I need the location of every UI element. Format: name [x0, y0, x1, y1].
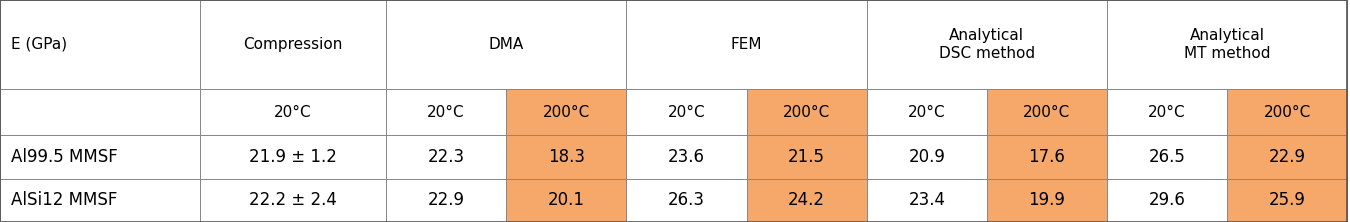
Bar [1227, 135, 1347, 179]
Text: 20°C: 20°C [428, 105, 464, 120]
Bar [867, 0, 1107, 89]
Bar [506, 89, 626, 135]
Text: 23.6: 23.6 [668, 148, 705, 166]
Text: Analytical
MT method: Analytical MT method [1184, 28, 1270, 61]
Text: 20.9: 20.9 [909, 148, 945, 166]
Text: 25.9: 25.9 [1269, 191, 1305, 209]
Bar [506, 135, 626, 179]
Bar [747, 89, 867, 135]
Text: 19.9: 19.9 [1029, 191, 1065, 209]
Text: 17.6: 17.6 [1029, 148, 1065, 166]
Text: 18.3: 18.3 [548, 148, 585, 166]
Text: FEM: FEM [730, 37, 763, 52]
Text: 21.5: 21.5 [788, 148, 825, 166]
Text: 22.9: 22.9 [428, 191, 464, 209]
Text: 24.2: 24.2 [788, 191, 825, 209]
Bar [1107, 135, 1227, 179]
Text: 21.9 ± 1.2: 21.9 ± 1.2 [248, 148, 338, 166]
Text: Al99.5 MMSF: Al99.5 MMSF [11, 148, 117, 166]
Text: 20°C: 20°C [1149, 105, 1185, 120]
Text: Compression: Compression [243, 37, 343, 52]
Bar [0, 89, 200, 135]
Bar [200, 0, 386, 89]
Text: 22.9: 22.9 [1269, 148, 1305, 166]
Text: 200°C: 200°C [1264, 105, 1311, 120]
Bar [1107, 179, 1227, 222]
Text: Analytical
DSC method: Analytical DSC method [938, 28, 1035, 61]
Bar [626, 135, 747, 179]
Text: 26.3: 26.3 [668, 191, 705, 209]
Bar [386, 0, 626, 89]
Bar [867, 135, 987, 179]
Bar [386, 89, 506, 135]
Bar [626, 0, 867, 89]
Text: 20°C: 20°C [274, 105, 312, 120]
Bar [747, 179, 867, 222]
Bar [200, 89, 386, 135]
Text: AlSi12 MMSF: AlSi12 MMSF [11, 191, 117, 209]
Text: 22.3: 22.3 [428, 148, 464, 166]
Bar [747, 135, 867, 179]
Text: 200°C: 200°C [543, 105, 590, 120]
Text: DMA: DMA [489, 37, 524, 52]
Bar [386, 135, 506, 179]
Text: 29.6: 29.6 [1149, 191, 1185, 209]
Bar [386, 179, 506, 222]
Bar [1107, 89, 1227, 135]
Bar [987, 179, 1107, 222]
Text: 20°C: 20°C [909, 105, 945, 120]
Bar [626, 179, 747, 222]
Bar [0, 135, 200, 179]
Bar [626, 89, 747, 135]
Text: 200°C: 200°C [1023, 105, 1071, 120]
Bar [867, 89, 987, 135]
Bar [0, 0, 200, 89]
Bar [506, 179, 626, 222]
Text: 26.5: 26.5 [1149, 148, 1185, 166]
Text: E (GPa): E (GPa) [11, 37, 68, 52]
Bar [0, 179, 200, 222]
Bar [867, 179, 987, 222]
Bar [1227, 89, 1347, 135]
Bar [987, 135, 1107, 179]
Bar [200, 179, 386, 222]
Text: 20.1: 20.1 [548, 191, 585, 209]
Text: 22.2 ± 2.4: 22.2 ± 2.4 [248, 191, 338, 209]
Bar [1227, 179, 1347, 222]
Bar [1107, 0, 1347, 89]
Text: 23.4: 23.4 [909, 191, 945, 209]
Text: 200°C: 200°C [783, 105, 830, 120]
Bar [200, 135, 386, 179]
Text: 20°C: 20°C [668, 105, 705, 120]
Bar [987, 89, 1107, 135]
